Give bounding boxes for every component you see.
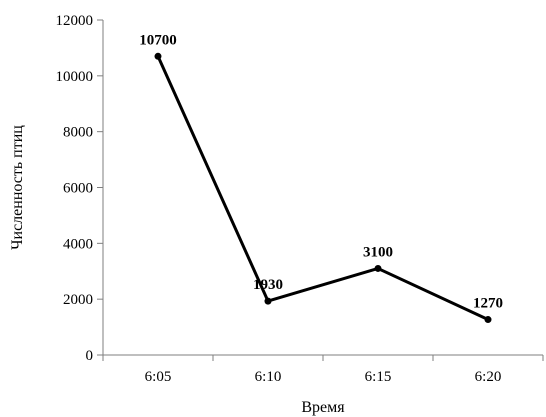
y-tick-label: 12000 — [56, 13, 94, 29]
x-axis-title: Время — [301, 399, 345, 416]
y-axis-ticks: 0 2000 4000 6000 8000 10000 12000 — [56, 13, 103, 364]
data-labels: 10700 1930 3100 1270 — [139, 32, 503, 311]
y-axis-title: Численность птиц — [9, 125, 26, 250]
data-point — [154, 52, 162, 60]
data-label: 1930 — [253, 277, 283, 293]
data-point — [484, 316, 492, 324]
series-line — [156, 55, 489, 321]
x-tick-label: 6:10 — [255, 369, 282, 385]
data-label: 10700 — [139, 32, 177, 48]
x-axis-ticks: 6:05 6:10 6:15 6:20 — [102, 355, 544, 385]
series-group — [154, 52, 492, 324]
y-tick-label: 10000 — [56, 69, 94, 85]
x-tick-label: 6:20 — [475, 369, 502, 385]
x-tick-label: 6:15 — [365, 369, 392, 385]
data-point — [264, 297, 272, 305]
y-tick-label: 2000 — [63, 292, 93, 308]
x-tick-label: 6:05 — [145, 369, 172, 385]
data-label: 3100 — [363, 244, 393, 260]
data-label: 1270 — [473, 296, 503, 312]
y-tick-label: 4000 — [63, 236, 93, 252]
y-tick-label: 0 — [86, 348, 94, 364]
y-tick-label: 8000 — [63, 125, 93, 141]
y-tick-label: 6000 — [63, 181, 93, 197]
data-point — [374, 264, 382, 272]
